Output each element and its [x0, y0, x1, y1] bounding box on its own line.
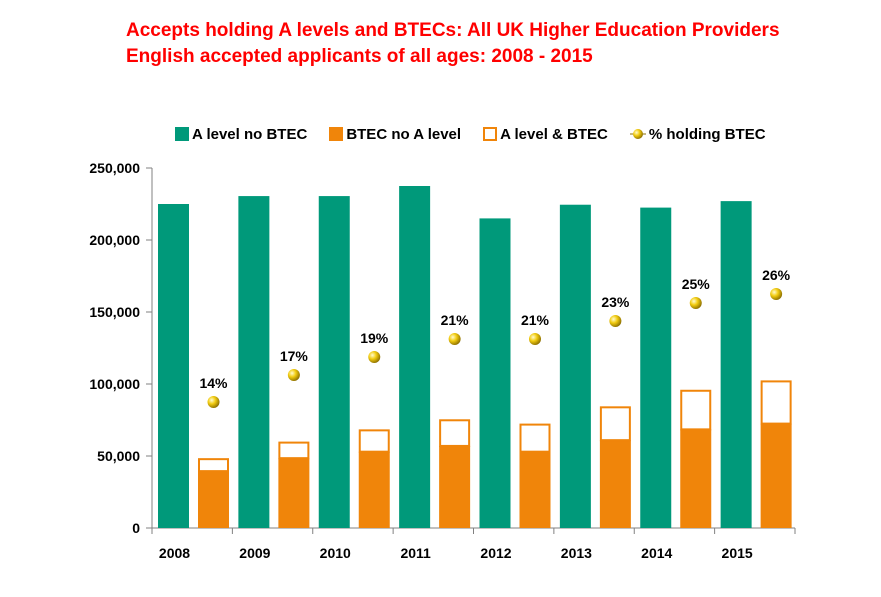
- y-tick-label: 0: [132, 520, 140, 536]
- percent-marker: [448, 333, 461, 345]
- legend-label-a-level: A level no BTEC: [192, 125, 308, 143]
- percent-marker: [529, 333, 541, 345]
- y-tick-label: 50,000: [97, 448, 140, 464]
- percent-marker: [609, 315, 622, 327]
- percent-marker: [287, 369, 300, 381]
- chart-markers: [207, 288, 783, 408]
- x-tick-label: 2015: [722, 545, 753, 561]
- legend-swatch-btec: [329, 127, 344, 141]
- legend-label-percent-btec: % holding BTEC: [648, 125, 766, 143]
- bar-btec-no-a-level: [278, 458, 310, 528]
- bar-a-level-no-btec: [158, 204, 189, 528]
- bar-btec-no-a-level: [760, 423, 792, 528]
- chart-bars: [158, 186, 792, 528]
- percent-data-label: 26%: [762, 267, 791, 283]
- bar-a-level-and-btec: [198, 458, 229, 473]
- bar-a-level-no-btec: [238, 196, 270, 528]
- chart-title: Accepts holding A levels and BTECs: All …: [126, 18, 780, 70]
- bar-btec-no-a-level: [599, 440, 631, 528]
- bar-btec-no-a-level: [358, 451, 390, 528]
- legend-label-btec: BTEC no A level: [346, 125, 462, 143]
- percent-marker: [207, 396, 220, 408]
- percent-marker: [770, 288, 783, 300]
- percent-data-label: 14%: [199, 375, 228, 391]
- y-tick-label: 250,000: [89, 160, 140, 176]
- percent-data-label: 17%: [280, 348, 309, 364]
- bar-btec-no-a-level: [519, 451, 551, 528]
- legend-item-percent-btec: % holding BTEC: [629, 125, 766, 143]
- bar-a-level-no-btec: [559, 204, 591, 528]
- y-tick-label: 100,000: [89, 376, 140, 392]
- bar-btec-no-a-level: [680, 429, 712, 528]
- chart-labels: 2008 14% 2009 17% 2010 19% 2011 21% 2012 21% 2013 2…: [159, 267, 791, 561]
- legend-item-btec: BTEC no A level: [329, 126, 461, 143]
- percent-data-label: 21%: [441, 312, 470, 328]
- legend-swatch-a-level: [175, 127, 189, 141]
- bar-btec-no-a-level: [439, 445, 471, 528]
- legend-marker-percent-btec: [629, 129, 646, 139]
- percent-data-label: 23%: [601, 294, 630, 310]
- percent-data-label: 21%: [521, 312, 550, 328]
- x-tick-label: 2012: [480, 545, 511, 561]
- bar-a-level-and-btec: [439, 419, 471, 447]
- percent-data-label: 25%: [682, 276, 711, 292]
- bar-a-level-no-btec: [720, 201, 752, 528]
- bar-a-level-and-btec: [760, 380, 792, 425]
- bar-a-level-and-btec: [519, 423, 551, 453]
- x-tick-label: 2008: [159, 545, 190, 561]
- chart-title-line-2: English accepted applicants of all ages:…: [126, 46, 593, 67]
- percent-data-label: 19%: [360, 330, 389, 346]
- x-tick-label: 2009: [239, 545, 270, 561]
- chart-title-line-1: Accepts holding A levels and BTECs: All …: [126, 20, 780, 41]
- x-tick-label: 2014: [641, 545, 672, 561]
- y-tick-label: 200,000: [89, 232, 140, 248]
- bar-btec-no-a-level: [198, 471, 229, 528]
- legend-label-a-level-and-btec: A level & BTEC: [500, 125, 608, 143]
- legend-swatch-a-level-and-btec: [483, 127, 498, 141]
- x-tick-label: 2011: [400, 545, 431, 561]
- bar-a-level-no-btec: [640, 207, 672, 528]
- percent-marker: [689, 297, 702, 309]
- bar-a-level-and-btec: [680, 389, 712, 431]
- bar-a-level-and-btec: [599, 406, 631, 442]
- legend-item-a-level: A level no BTEC: [175, 126, 307, 143]
- bar-a-level-and-btec: [278, 441, 310, 460]
- percent-marker: [368, 351, 381, 363]
- bar-a-level-no-btec: [318, 196, 350, 528]
- legend-item-a-level-and-btec: A level & BTEC: [483, 126, 608, 143]
- bar-a-level-no-btec: [479, 218, 511, 528]
- bar-a-level-and-btec: [358, 429, 390, 453]
- bar-a-level-no-btec: [399, 186, 431, 528]
- y-tick-label: 150,000: [89, 304, 140, 320]
- chart-legend: A level no BTEC BTEC no A level A level …: [175, 124, 788, 144]
- x-tick-label: 2013: [561, 545, 592, 561]
- x-tick-label: 2010: [320, 545, 351, 561]
